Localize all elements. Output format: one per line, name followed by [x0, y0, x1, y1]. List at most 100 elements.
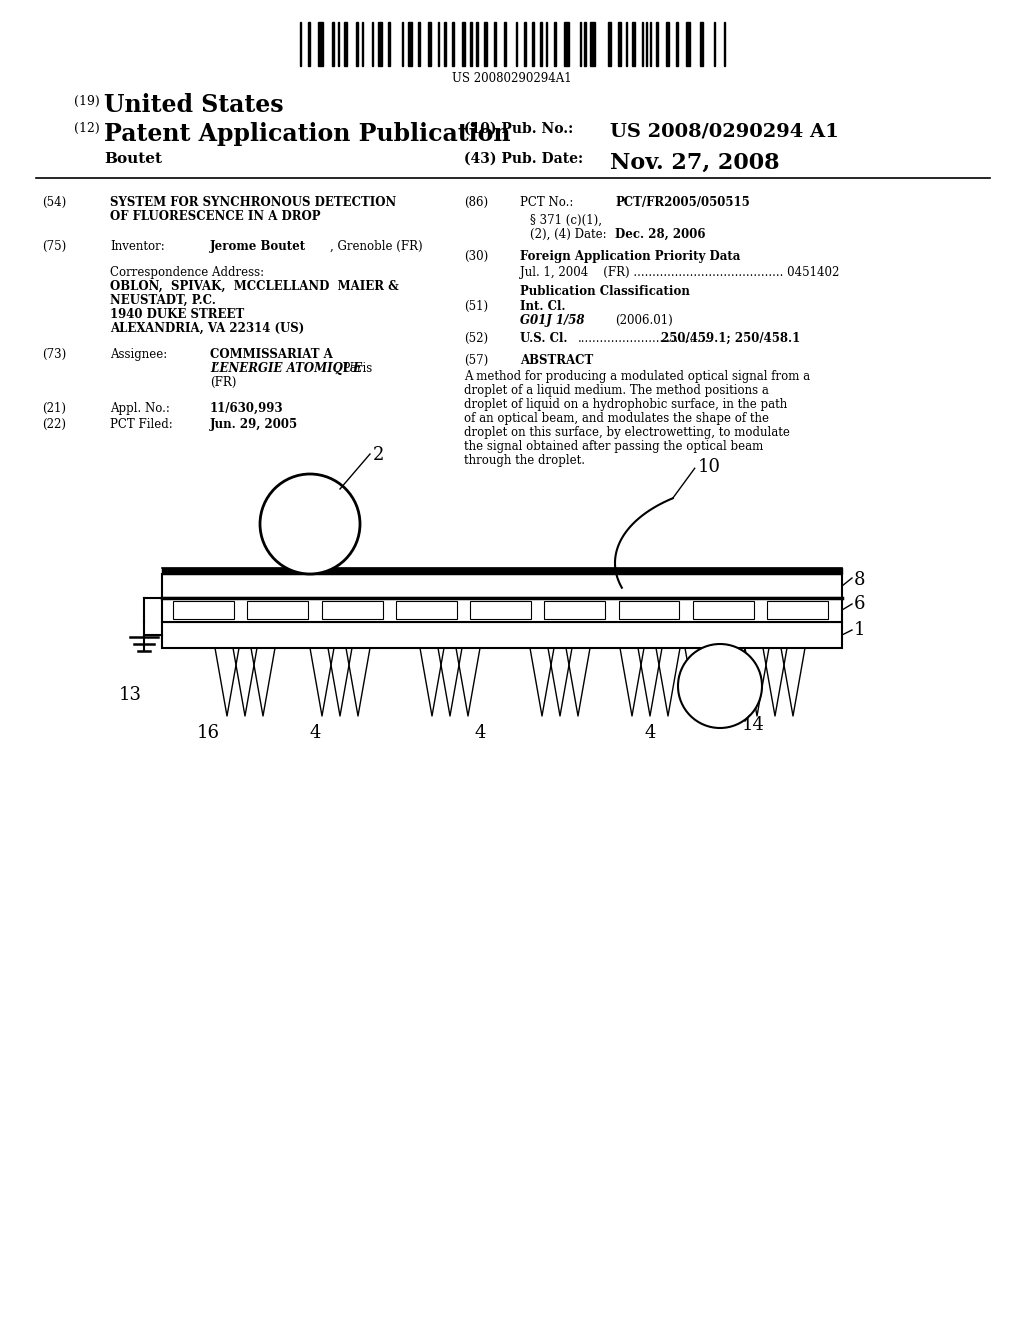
Text: droplet on this surface, by electrowetting, to modulate: droplet on this surface, by electrowetti…	[464, 426, 790, 440]
Text: ALEXANDRIA, VA 22314 (US): ALEXANDRIA, VA 22314 (US)	[110, 322, 304, 335]
Text: 4: 4	[644, 723, 655, 742]
Text: Appl. No.:: Appl. No.:	[110, 403, 170, 414]
Bar	[388, 22, 390, 66]
Bar	[462, 22, 465, 66]
Text: Nov. 27, 2008: Nov. 27, 2008	[610, 152, 779, 174]
Text: (2), (4) Date:: (2), (4) Date:	[530, 228, 606, 242]
Bar	[532, 22, 534, 66]
Bar	[452, 22, 454, 66]
Bar	[666, 22, 669, 66]
Text: U.S. Cl.: U.S. Cl.	[520, 333, 567, 345]
Text: droplet of a liquid medium. The method positions a: droplet of a liquid medium. The method p…	[464, 384, 769, 397]
Text: (30): (30)	[464, 249, 488, 263]
Text: Dec. 28, 2006: Dec. 28, 2006	[615, 228, 706, 242]
Text: droplet of liquid on a hydrophobic surface, in the path: droplet of liquid on a hydrophobic surfa…	[464, 399, 787, 411]
Text: COMMISSARIAT A: COMMISSARIAT A	[210, 348, 333, 360]
Bar	[408, 22, 412, 66]
Text: (75): (75)	[42, 240, 67, 253]
Bar	[476, 22, 478, 66]
Text: (10) Pub. No.:: (10) Pub. No.:	[464, 121, 573, 136]
Text: through the droplet.: through the droplet.	[464, 454, 585, 467]
Bar	[676, 22, 678, 66]
Text: 6: 6	[854, 595, 865, 612]
Text: 2: 2	[373, 446, 384, 465]
Text: Jun. 29, 2005: Jun. 29, 2005	[210, 418, 298, 432]
Text: A method for producing a modulated optical signal from a: A method for producing a modulated optic…	[464, 370, 810, 383]
Text: 16: 16	[197, 723, 219, 742]
Text: (2006.01): (2006.01)	[615, 314, 673, 327]
Bar	[470, 601, 531, 619]
Bar	[656, 22, 658, 66]
Text: Correspondence Address:: Correspondence Address:	[110, 267, 264, 279]
Text: the signal obtained after passing the optical beam: the signal obtained after passing the op…	[464, 440, 763, 453]
Text: § 371 (c)(1),: § 371 (c)(1),	[530, 214, 602, 227]
Text: (73): (73)	[42, 348, 67, 360]
Text: 10: 10	[697, 458, 721, 477]
Text: 8: 8	[854, 572, 865, 589]
Circle shape	[678, 644, 762, 729]
Bar	[564, 22, 569, 66]
Bar	[693, 601, 754, 619]
Bar	[584, 22, 586, 66]
Text: (43) Pub. Date:: (43) Pub. Date:	[464, 152, 583, 166]
Text: ABSTRACT: ABSTRACT	[520, 354, 593, 367]
Text: , Paris: , Paris	[335, 362, 373, 375]
Text: PCT No.:: PCT No.:	[520, 195, 573, 209]
Bar	[162, 574, 842, 598]
Text: (FR): (FR)	[210, 376, 237, 389]
Text: (57): (57)	[464, 354, 488, 367]
Text: Inventor:: Inventor:	[110, 240, 165, 253]
Text: Publication Classification: Publication Classification	[520, 285, 690, 298]
Text: ....................................: ....................................	[578, 333, 713, 345]
Text: 250/459.1; 250/458.1: 250/459.1; 250/458.1	[660, 333, 800, 345]
Bar	[494, 22, 496, 66]
Bar	[173, 601, 234, 619]
Text: Jerome Boutet: Jerome Boutet	[210, 240, 306, 253]
Bar	[608, 22, 611, 66]
Bar	[322, 601, 383, 619]
Text: 11/630,993: 11/630,993	[210, 403, 284, 414]
Text: 4: 4	[309, 723, 321, 742]
Text: 13: 13	[119, 686, 141, 704]
Bar	[524, 22, 526, 66]
Bar	[396, 601, 457, 619]
Text: OBLON,  SPIVAK,  MCCLELLAND  MAIER &: OBLON, SPIVAK, MCCLELLAND MAIER &	[110, 280, 398, 293]
Text: 4: 4	[474, 723, 485, 742]
Bar	[162, 568, 842, 574]
Bar	[484, 22, 487, 66]
Bar	[332, 22, 334, 66]
Text: Boutet: Boutet	[104, 152, 162, 166]
Bar	[444, 22, 446, 66]
Bar	[590, 22, 595, 66]
Text: (86): (86)	[464, 195, 488, 209]
Text: US 2008/0290294 A1: US 2008/0290294 A1	[610, 121, 839, 140]
Bar	[504, 22, 506, 66]
Text: (51): (51)	[464, 300, 488, 313]
Text: (19): (19)	[75, 95, 100, 108]
Text: (22): (22)	[42, 418, 66, 432]
Text: L’ENERGIE ATOMIQUE: L’ENERGIE ATOMIQUE	[210, 362, 362, 375]
Circle shape	[260, 474, 360, 574]
Text: , Grenoble (FR): , Grenoble (FR)	[330, 240, 423, 253]
Text: US 20080290294A1: US 20080290294A1	[453, 73, 571, 84]
Bar	[356, 22, 358, 66]
Bar	[428, 22, 431, 66]
Text: (21): (21)	[42, 403, 66, 414]
Bar	[554, 22, 556, 66]
Text: 1940 DUKE STREET: 1940 DUKE STREET	[110, 308, 245, 321]
Bar	[545, 601, 605, 619]
Text: Jul. 1, 2004    (FR) ........................................ 0451402: Jul. 1, 2004 (FR) ......................…	[520, 267, 840, 279]
Bar	[618, 22, 621, 66]
Bar	[767, 601, 827, 619]
Text: United States: United States	[104, 92, 284, 117]
Bar	[418, 22, 420, 66]
Text: OF FLUORESCENCE IN A DROP: OF FLUORESCENCE IN A DROP	[110, 210, 321, 223]
Text: PCT Filed:: PCT Filed:	[110, 418, 173, 432]
Bar	[700, 22, 703, 66]
Bar	[686, 22, 690, 66]
Bar	[632, 22, 635, 66]
Text: 14: 14	[742, 715, 765, 734]
Text: PCT/FR2005/050515: PCT/FR2005/050515	[615, 195, 750, 209]
Text: (52): (52)	[464, 333, 488, 345]
Bar	[162, 598, 842, 622]
